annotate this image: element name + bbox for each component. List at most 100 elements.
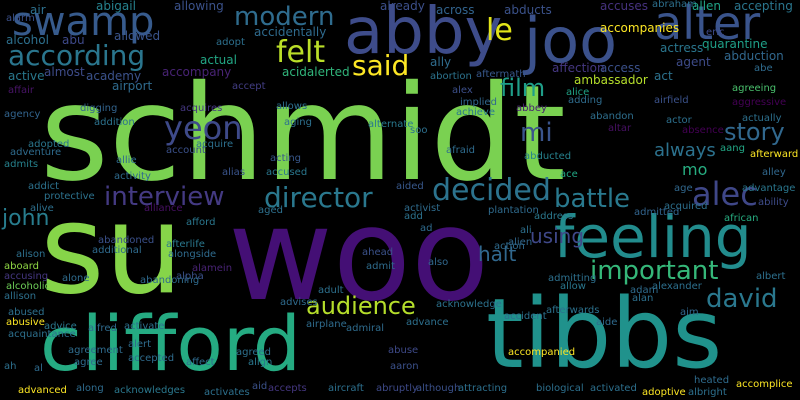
- word-joo: joo: [524, 4, 618, 77]
- word-access: access: [600, 61, 641, 75]
- word-although: although: [416, 383, 461, 394]
- word-important: important: [590, 256, 719, 286]
- word-digging: digging: [80, 103, 118, 114]
- word-abandoned: abandoned: [98, 235, 155, 246]
- word-across: across: [436, 3, 475, 17]
- word-affair: affair: [8, 85, 35, 96]
- word-allowing: allowing: [174, 0, 224, 13]
- word-al: al: [34, 363, 43, 374]
- word-clifford: clifford: [40, 299, 302, 388]
- word-afford: afford: [186, 217, 216, 228]
- word-le: le: [486, 13, 513, 48]
- word-aggressive: aggressive: [732, 97, 787, 108]
- word-alice: alice: [566, 87, 590, 98]
- word-acquired: acquired: [664, 201, 708, 212]
- word-aftermath: aftermath: [476, 69, 526, 80]
- word-said: said: [352, 49, 410, 82]
- word-abraham: abraham: [652, 0, 697, 10]
- word-affection: affection: [552, 61, 605, 75]
- word-abigail: abigail: [96, 0, 136, 13]
- word-admits: admits: [4, 159, 39, 170]
- word-air: air: [30, 3, 46, 17]
- word-biological: biological: [536, 383, 584, 394]
- word-ability: ability: [758, 197, 789, 208]
- word-agreeing: agreeing: [732, 83, 777, 94]
- word-activates: activates: [204, 387, 250, 398]
- word-afterlife: afterlife: [166, 239, 205, 250]
- word-film: film: [500, 74, 546, 102]
- word-eric: eric: [706, 27, 725, 38]
- word-alarm: alarm: [6, 13, 35, 24]
- word-age: age: [674, 183, 693, 194]
- word-yeon: yeon: [164, 109, 243, 147]
- word-accepts: accepts: [268, 383, 307, 394]
- word-allowed: allowed: [114, 29, 161, 43]
- word-swamp: swamp: [12, 0, 155, 45]
- word-albright: albright: [688, 387, 727, 398]
- word-abuse: abuse: [388, 345, 419, 356]
- word-abducted: abducted: [524, 151, 572, 162]
- word-alert: alert: [128, 339, 152, 350]
- word-admiral: admiral: [346, 323, 385, 334]
- word-mi: mi: [520, 118, 553, 148]
- word-abandoning: abandoning: [140, 275, 200, 286]
- word-aide: aide: [596, 317, 618, 328]
- word-alfred: alfred: [88, 323, 117, 334]
- word-allows: allows: [276, 101, 308, 112]
- word-adventure: adventure: [10, 147, 62, 158]
- word-alison: alison: [16, 249, 46, 260]
- word-agreed: agreed: [236, 347, 272, 358]
- word-admitting: admitting: [548, 273, 597, 284]
- word-airport: airport: [112, 79, 153, 93]
- word-already: already: [380, 0, 425, 13]
- word-abbey: abbey: [516, 103, 547, 114]
- word-alias: alias: [222, 167, 246, 178]
- word-account: account: [166, 145, 206, 156]
- word-academy: academy: [86, 69, 142, 83]
- word-acknowledges: acknowledges: [114, 385, 186, 396]
- word-advanced: advanced: [18, 385, 67, 396]
- word-alcohol: alcohol: [6, 33, 49, 47]
- word-airfield: airfield: [654, 95, 689, 106]
- word-decided: decided: [432, 173, 551, 208]
- word-aircraft: aircraft: [328, 383, 364, 394]
- word-heated: heated: [694, 375, 730, 386]
- word-adopt: adopt: [216, 37, 245, 48]
- word-accept: accept: [232, 81, 266, 92]
- word-aided: aided: [396, 181, 424, 192]
- word-actually: actually: [742, 113, 782, 124]
- word-tibbs: tibbs: [486, 278, 723, 390]
- word-alternate: alternate: [368, 119, 414, 130]
- word-allie: allie: [116, 155, 137, 166]
- word-ambassador: ambassador: [574, 73, 648, 87]
- word-accepting: accepting: [734, 0, 793, 13]
- word-story: story: [724, 118, 785, 146]
- word-quarantine: quarantine: [702, 37, 768, 51]
- word-afterward: afterward: [750, 149, 799, 160]
- word-adam: adam: [630, 285, 659, 296]
- word-advises: advises: [280, 297, 318, 308]
- word-battle: battle: [554, 184, 631, 214]
- word-abused: abused: [8, 307, 45, 318]
- word-implied: implied: [460, 97, 497, 108]
- word-activist: activist: [404, 203, 441, 214]
- word-alexander: alexander: [652, 281, 702, 292]
- word-acquire: acquire: [196, 139, 234, 150]
- word-director: director: [264, 181, 373, 214]
- word-allen: allen: [692, 0, 722, 13]
- word-alliance: alliance: [144, 203, 183, 214]
- word-acting: acting: [270, 153, 302, 164]
- word-accepted: accepted: [128, 353, 175, 364]
- word-advice: advice: [44, 321, 77, 332]
- word-also: also: [428, 257, 449, 268]
- word-abortion: abortion: [430, 71, 472, 82]
- word-along: along: [76, 383, 104, 394]
- word-abducts: abducts: [504, 3, 552, 17]
- word-david: david: [706, 284, 778, 314]
- word-acquires: acquires: [180, 103, 223, 114]
- word-accompanies: accompanies: [600, 21, 680, 35]
- word-felt: felt: [276, 35, 326, 70]
- word-halt: halt: [478, 242, 517, 266]
- word-protective: protective: [44, 191, 95, 202]
